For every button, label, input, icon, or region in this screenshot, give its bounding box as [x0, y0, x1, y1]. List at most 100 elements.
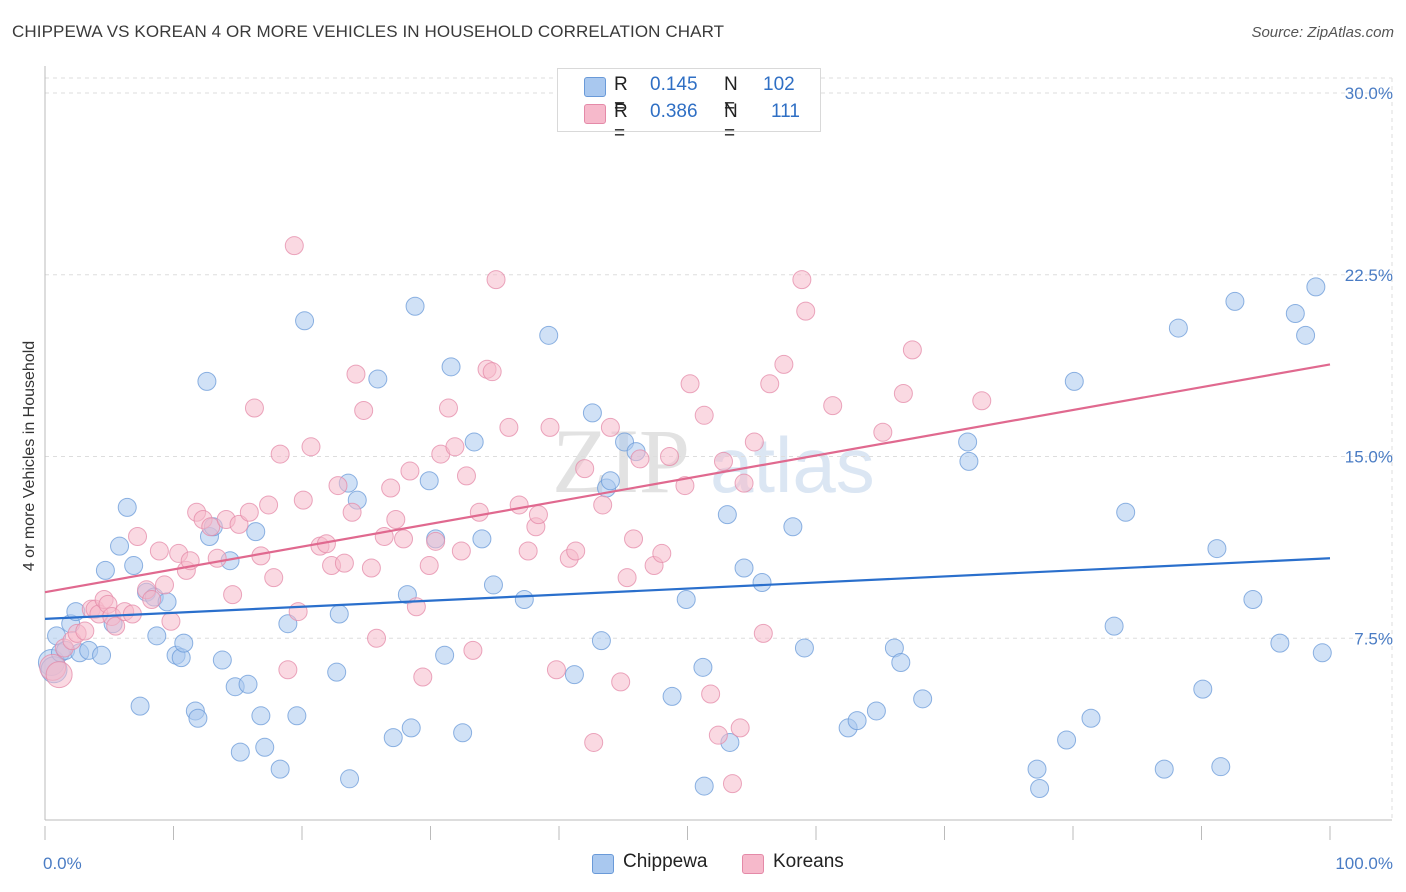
point-chippewa: [1168, 318, 1188, 338]
point-koreans: [660, 447, 680, 466]
point-chippewa: [212, 650, 232, 670]
y-tick-label-2: 22.5%: [1345, 266, 1393, 285]
point-koreans: [972, 391, 992, 411]
point-koreans: [694, 405, 714, 425]
point-chippewa: [582, 403, 602, 423]
point-koreans: [155, 575, 175, 595]
point-chippewa: [95, 560, 115, 580]
point-koreans: [239, 502, 259, 522]
series-chippewa: [37, 277, 1332, 798]
point-koreans: [445, 437, 465, 457]
axes: [44, 66, 1392, 840]
point-koreans: [354, 400, 374, 420]
point-koreans: [722, 774, 742, 794]
point-chippewa: [147, 626, 167, 646]
point-koreans: [45, 661, 73, 689]
point-koreans: [730, 718, 750, 738]
point-chippewa: [600, 471, 620, 491]
point-chippewa: [255, 737, 275, 757]
point-koreans: [451, 541, 471, 561]
point-chippewa: [483, 575, 503, 595]
point-koreans: [361, 558, 381, 578]
point-koreans: [652, 543, 672, 563]
point-chippewa: [958, 432, 978, 452]
point-koreans: [223, 585, 243, 605]
point-koreans: [128, 526, 148, 546]
point-koreans: [873, 422, 893, 442]
point-koreans: [575, 459, 595, 479]
point-chippewa: [130, 696, 150, 716]
point-chippewa: [591, 631, 611, 651]
point-koreans: [301, 437, 321, 457]
point-chippewa: [251, 706, 271, 726]
watermark: ZIP atlas: [552, 410, 875, 512]
point-koreans: [584, 732, 604, 752]
point-koreans: [540, 417, 560, 437]
point-chippewa: [110, 536, 130, 556]
watermark-atlas: atlas: [710, 421, 875, 509]
point-koreans: [482, 362, 502, 382]
point-koreans: [106, 616, 126, 636]
point-koreans: [509, 495, 529, 515]
bottom-legend-label-koreans: Koreans: [773, 851, 844, 872]
point-koreans: [499, 417, 519, 437]
point-chippewa: [327, 662, 347, 682]
point-chippewa: [514, 589, 534, 609]
series-koreans: [39, 236, 992, 794]
point-koreans: [701, 684, 721, 704]
point-chippewa: [752, 573, 772, 593]
point-chippewa: [464, 432, 484, 452]
point-chippewa: [1116, 502, 1136, 522]
point-chippewa: [472, 529, 492, 549]
point-koreans: [386, 510, 406, 530]
point-chippewa: [117, 497, 137, 517]
point-chippewa: [197, 371, 217, 391]
chart-title: CHIPPEWA VS KOREAN 4 OR MORE VEHICLES IN…: [12, 22, 725, 41]
point-koreans: [456, 466, 476, 486]
tick-labels: 7.5% 15.0% 22.5% 30.0% 0.0% 100.0%: [43, 84, 1393, 873]
point-chippewa: [1211, 757, 1231, 777]
point-koreans: [142, 589, 162, 609]
point-chippewa: [662, 686, 682, 706]
point-koreans: [346, 364, 366, 384]
point-koreans: [201, 517, 221, 537]
legend-r-value: 0.145: [650, 74, 698, 95]
bottom-legend-swatch-chippewa: [592, 854, 614, 874]
point-chippewa: [278, 614, 298, 634]
point-koreans: [708, 725, 728, 745]
legend-n-value: 102: [763, 74, 795, 95]
point-chippewa: [246, 522, 266, 542]
legend-n-label: N =: [724, 74, 738, 117]
point-chippewa: [453, 723, 473, 743]
point-koreans: [792, 270, 812, 290]
point-koreans: [400, 461, 420, 481]
point-koreans: [438, 398, 458, 418]
legend-swatch-koreans: [584, 104, 606, 124]
point-chippewa: [891, 652, 911, 672]
point-chippewa: [539, 325, 559, 345]
point-koreans: [229, 514, 249, 534]
point-chippewa: [230, 742, 250, 762]
point-chippewa: [174, 633, 194, 653]
point-chippewa: [1285, 304, 1305, 324]
legend-swatch-chippewa: [584, 77, 606, 97]
point-chippewa: [717, 505, 737, 525]
point-koreans: [469, 502, 489, 522]
point-koreans: [902, 340, 922, 360]
point-chippewa: [1104, 616, 1124, 636]
point-chippewa: [564, 665, 584, 685]
bottom-legend-swatch-koreans: [742, 854, 764, 874]
point-koreans: [893, 383, 913, 403]
point-koreans: [381, 478, 401, 498]
point-koreans: [823, 396, 843, 416]
legend-r-value: 0.386: [650, 101, 698, 122]
point-chippewa: [405, 296, 425, 316]
point-chippewa: [676, 589, 696, 609]
point-chippewa: [1193, 679, 1213, 699]
point-chippewa: [1306, 277, 1326, 297]
point-chippewa: [188, 708, 208, 728]
point-koreans: [413, 667, 433, 687]
point-koreans: [270, 444, 290, 464]
point-koreans: [328, 476, 348, 496]
point-chippewa: [866, 701, 886, 721]
